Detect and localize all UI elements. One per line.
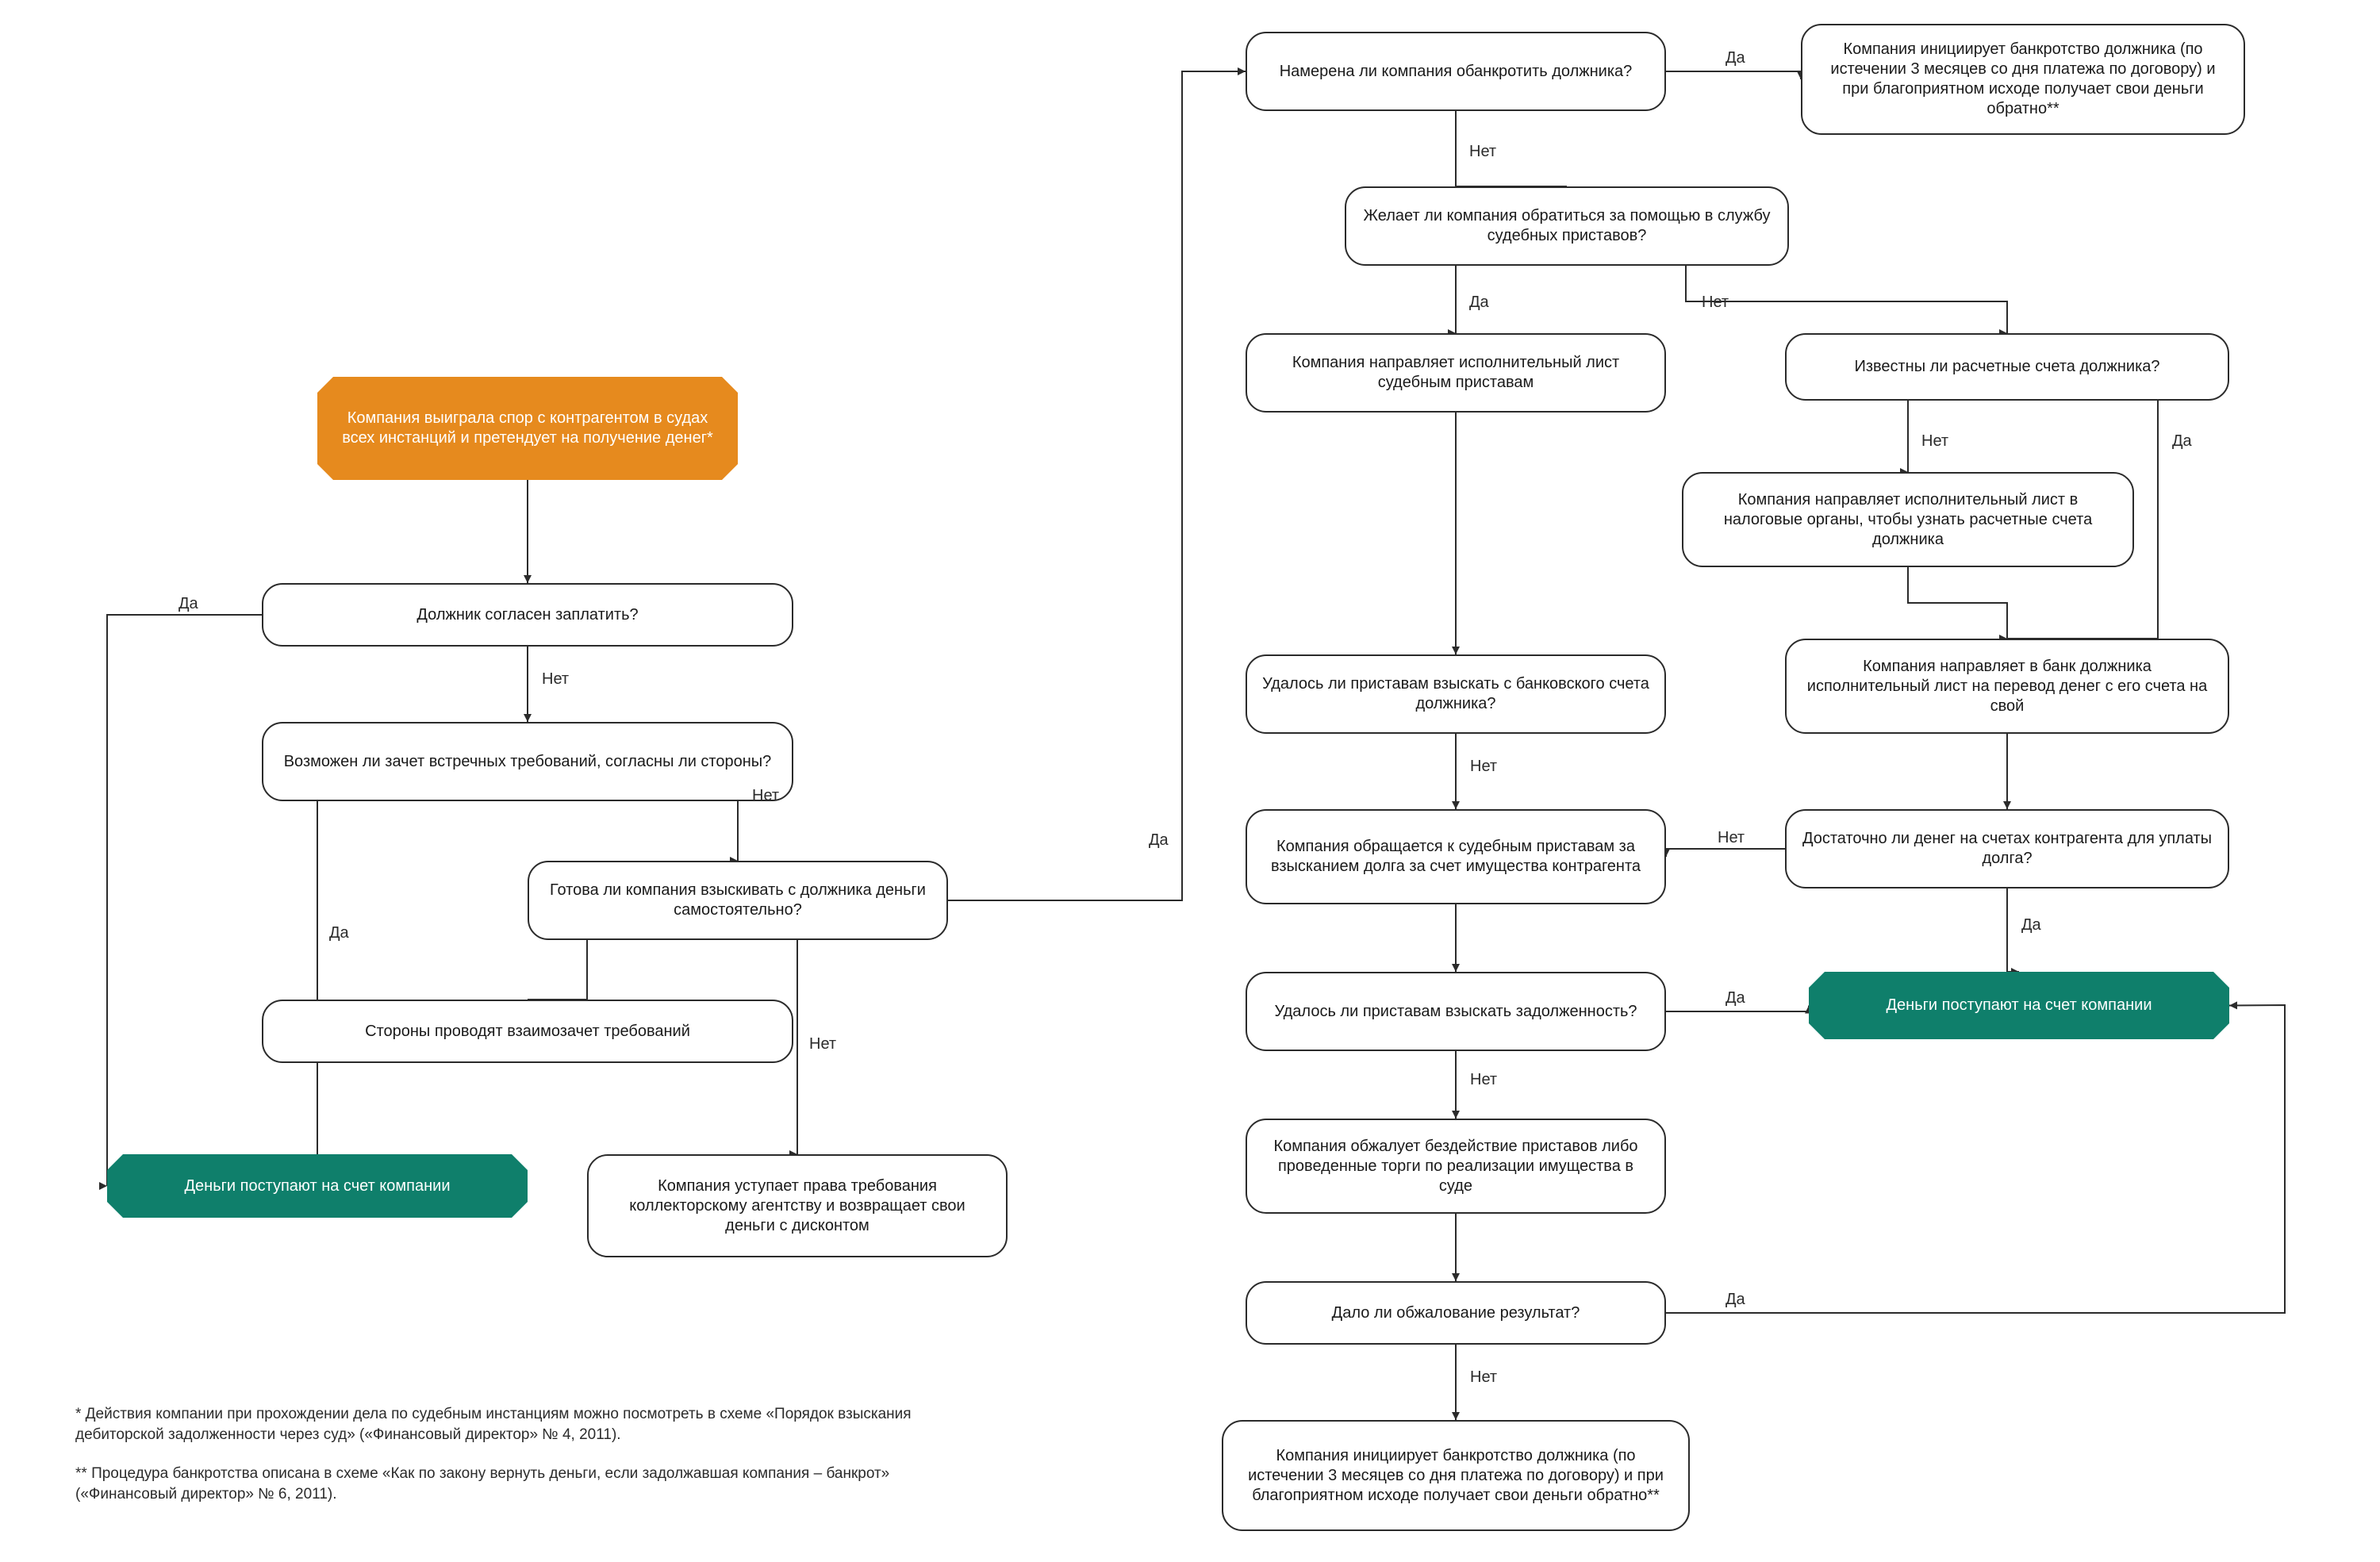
edge-label: Нет xyxy=(542,670,569,689)
edge-label: Да xyxy=(1149,831,1169,850)
node-q2: Возможен ли зачет встречных требований, … xyxy=(262,722,793,801)
node-q3: Готова ли компания взыскивать с должника… xyxy=(528,861,948,940)
node-q1: Должник согласен заплатить? xyxy=(262,583,793,647)
edge-label: Нет xyxy=(1718,829,1745,847)
node-q_bailiff: Желает ли компания обратиться за помощью… xyxy=(1345,186,1789,266)
node-a_offset: Стороны проводят взаимозачет требований xyxy=(262,1000,793,1063)
edge-label: Да xyxy=(1469,294,1489,312)
node-q_enough: Достаточно ли денег на счетах контрагент… xyxy=(1785,809,2229,888)
node-start: Компания выиграла спор с контрагентом в … xyxy=(317,377,738,480)
node-end_left: Деньги поступают на счет компании xyxy=(107,1154,528,1218)
node-a_bank2: Компания инициирует банкротство должника… xyxy=(1222,1420,1690,1531)
footnote-1: ** Процедура банкротства описана в схеме… xyxy=(75,1464,948,1504)
edge-label: Да xyxy=(2021,916,2041,935)
node-a_property: Компания обращается к судебным приставам… xyxy=(1246,809,1666,904)
edge-label: Нет xyxy=(1702,294,1729,312)
edge-label: Нет xyxy=(1470,1071,1497,1089)
node-a_sendbail: Компания направляет исполнительный лист … xyxy=(1246,333,1666,413)
node-a_tobank: Компания направляет в банк должника испо… xyxy=(1785,639,2229,734)
edge-label: Да xyxy=(2172,432,2192,451)
node-q_bailcoll: Удалось ли приставам взыскать с банковск… xyxy=(1246,654,1666,734)
edge-label: Нет xyxy=(1921,432,1948,451)
edge-label: Нет xyxy=(809,1035,836,1053)
edge-label: Нет xyxy=(1469,143,1496,161)
node-q_bank: Намерена ли компания обанкротить должник… xyxy=(1246,32,1666,111)
edge-label: Нет xyxy=(752,787,779,805)
edge-label: Нет xyxy=(1470,1368,1497,1387)
node-a_appeal: Компания обжалует бездействие приставов … xyxy=(1246,1119,1666,1214)
node-a_tax: Компания направляет исполнительный лист … xyxy=(1682,472,2134,567)
edge-label: Да xyxy=(1726,49,1745,67)
node-q_seized: Удалось ли приставам взыскать задолженно… xyxy=(1246,972,1666,1051)
edge-label: Да xyxy=(1726,1291,1745,1309)
node-a_bank1: Компания инициирует банкротство должника… xyxy=(1801,24,2245,135)
edge-label: Да xyxy=(178,595,198,613)
flowchart-canvas: Компания выиграла спор с контрагентом в … xyxy=(0,0,2380,1562)
footnote-0: * Действия компании при прохождении дела… xyxy=(75,1404,948,1445)
node-end_right: Деньги поступают на счет компании xyxy=(1809,972,2229,1039)
edge-label: Нет xyxy=(1470,758,1497,776)
node-q_appeal: Дало ли обжалование результат? xyxy=(1246,1281,1666,1345)
node-a_collect: Компания уступает права требования колле… xyxy=(587,1154,1008,1257)
edge-label: Да xyxy=(1726,989,1745,1007)
node-q_accounts: Известны ли расчетные счета должника? xyxy=(1785,333,2229,401)
edge-label: Да xyxy=(329,924,349,942)
